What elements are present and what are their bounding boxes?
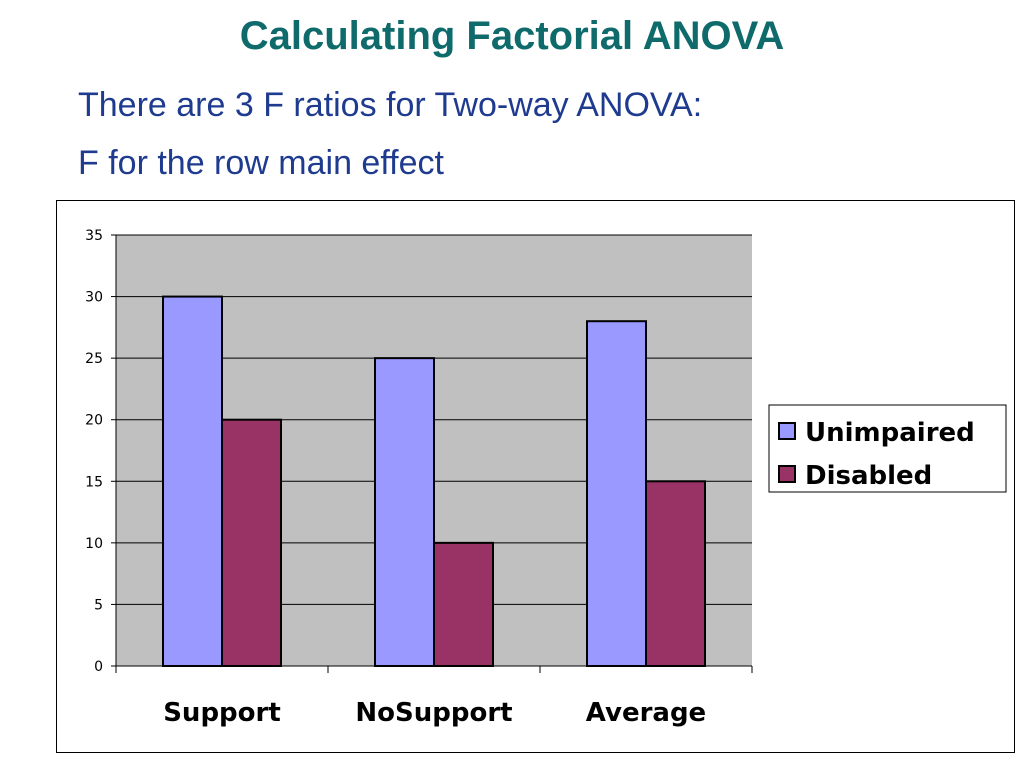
legend-box <box>768 404 1007 493</box>
bar-unimpaired-support <box>162 295 223 667</box>
bar-chart: 0 5 10 15 20 25 30 35 Support NoSupport Average Uni… <box>85 228 1007 728</box>
y-tick-label: 0 <box>94 659 103 675</box>
y-tick-label: 35 <box>85 228 103 244</box>
bar-disabled-nosupport <box>433 541 494 668</box>
slide-title: Calculating Factorial ANOVA <box>239 14 785 58</box>
bar-unimpaired-nosupport <box>374 357 435 667</box>
y-tick-label: 20 <box>85 413 103 429</box>
legend-label-disabled: Disabled <box>805 461 932 491</box>
bar-disabled-support <box>221 418 282 667</box>
x-category-label: Support <box>163 698 281 728</box>
y-tick-label: 10 <box>85 536 103 552</box>
legend-label-unimpaired: Unimpaired <box>805 418 975 448</box>
bullet-line-1: There are 3 F ratios for Two-way ANOVA: <box>78 86 703 124</box>
x-category-label: Average <box>586 698 706 728</box>
bullet-line-2: F for the row main effect <box>78 144 444 182</box>
bar-unimpaired-average <box>586 320 647 667</box>
legend-swatch-unimpaired <box>778 422 796 440</box>
y-tick-label: 25 <box>85 351 103 367</box>
bar-disabled-average <box>645 480 706 667</box>
y-tick-label: 5 <box>94 597 103 613</box>
legend-swatch-disabled <box>778 465 796 483</box>
y-tick-label: 30 <box>85 290 103 306</box>
x-category-label: NoSupport <box>355 698 512 728</box>
chart-frame: 0 5 10 15 20 25 30 35 Support NoSupport Average Uni… <box>56 200 1015 753</box>
y-tick-label: 15 <box>85 474 103 490</box>
